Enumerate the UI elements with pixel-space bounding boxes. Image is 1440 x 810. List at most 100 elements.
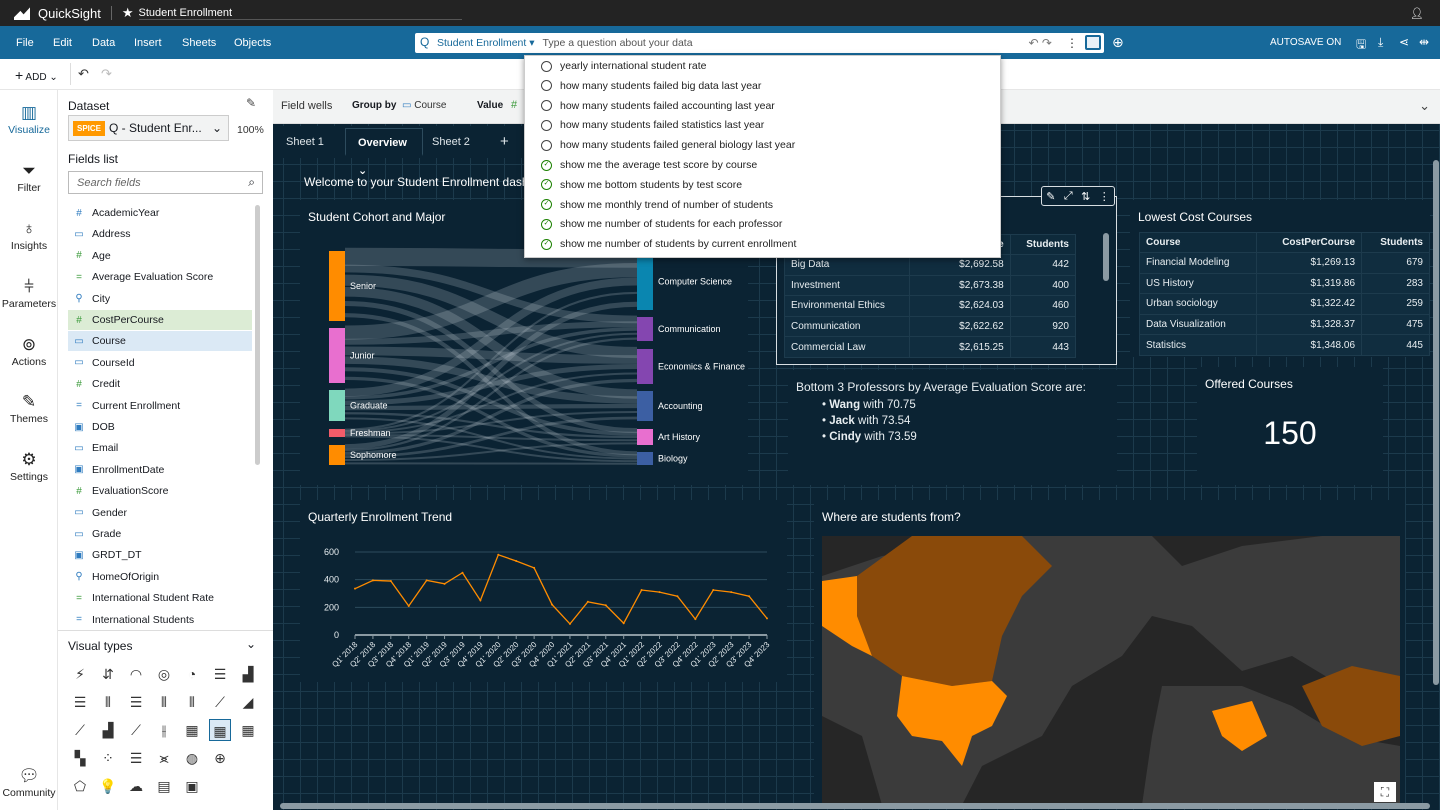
map-visual[interactable]: Where are students from? ⛶	[814, 500, 1405, 805]
field-item[interactable]: ⚲ City	[68, 289, 252, 309]
chevron-down-icon[interactable]: ⌄	[1419, 98, 1430, 113]
radar-visual-icon[interactable]: ◍	[185, 750, 199, 766]
edit-dataset-icon[interactable]: ✎	[246, 96, 257, 110]
field-item[interactable]: ▭ Grade	[68, 524, 252, 544]
professors-narrative[interactable]: Bottom 3 Professors by Average Evaluatio…	[788, 370, 1117, 485]
canvas-scrollbar[interactable]	[1433, 160, 1439, 685]
column-header[interactable]: CostPerCourse	[1256, 232, 1363, 253]
field-item[interactable]: ⚲ HomeOfOrigin	[68, 567, 252, 587]
suggestion-item[interactable]: ✓ show me number of students by current e…	[541, 238, 796, 250]
q-search-bar[interactable]: Q Student Enrollment ▾ Type a question ab…	[415, 33, 1104, 53]
expand-icon[interactable]: ⤢	[1063, 189, 1073, 202]
suggestion-item[interactable]: ✓ show me the average test score by cours…	[541, 159, 757, 171]
q-add-icon[interactable]: ⊕	[1112, 34, 1124, 50]
line3-visual-icon[interactable]: ⟋	[131, 722, 141, 738]
table-row[interactable]: Data Visualization $1,328.37 475	[1138, 313, 1430, 336]
field-wells-label[interactable]: Field wells	[281, 100, 333, 112]
rail-filter[interactable]: ⏷ Filter	[0, 160, 58, 194]
field-item[interactable]: = International Student Rate	[68, 588, 252, 608]
field-item[interactable]: # CostPerCourse	[68, 310, 252, 330]
field-item[interactable]: ▭ Gender	[68, 503, 252, 523]
hbar-visual-icon[interactable]: ☰	[213, 666, 227, 682]
table-visual-icon[interactable]: ▦	[185, 722, 199, 738]
tab-sheet-1[interactable]: Sheet 1	[286, 136, 324, 148]
pct-hbar-visual-icon[interactable]: ☰	[129, 694, 143, 710]
field-item[interactable]: = Average Evaluation Score	[68, 267, 252, 287]
favorite-star-icon[interactable]: ★	[121, 5, 134, 20]
boxplot-visual-icon[interactable]: ⫲	[161, 722, 167, 738]
line-chart-visual[interactable]: Quarterly Enrollment Trend 0 200 400 600 Q1'…	[300, 500, 787, 682]
dataset-selector[interactable]: SPICE Q - Student Enr... ⌄	[68, 115, 229, 141]
field-item[interactable]: # EvaluationScore	[68, 481, 252, 501]
q-more-icon[interactable]: ⋮	[1066, 36, 1078, 50]
menu-objects[interactable]: Objects	[234, 37, 272, 49]
map-focus-icon[interactable]: ⛶	[1374, 782, 1396, 802]
table-row[interactable]: Urban sociology $1,322.42 259	[1138, 293, 1430, 315]
stacked-hbar-visual-icon[interactable]: ☰	[73, 694, 87, 710]
text-visual-icon[interactable]: ▣	[185, 778, 199, 794]
kpi-visual-icon[interactable]: ⬠	[73, 778, 87, 794]
table-row[interactable]: Investment $2,673.38 400	[783, 274, 1077, 297]
pivot-visual-icon[interactable]: ▦	[209, 719, 231, 741]
pct-vbar-visual-icon[interactable]: ⫴	[161, 694, 167, 710]
suggestion-item[interactable]: ✓ show me bottom students by test score	[541, 179, 742, 191]
area-visual-icon[interactable]: ◢	[242, 694, 254, 710]
export-icon[interactable]: ⤓	[1378, 35, 1384, 49]
column-header[interactable]: Students	[1009, 234, 1077, 255]
suggestion-item[interactable]: how many students failed big data last y…	[541, 80, 761, 92]
offered-courses-kpi[interactable]: Offered Courses 150	[1197, 367, 1383, 485]
field-item[interactable]: ▭ CourseId	[68, 353, 252, 373]
rail-actions[interactable]: ⊚ Actions	[0, 334, 58, 368]
suggestion-item[interactable]: how many students failed general biology…	[541, 139, 795, 151]
canvas-h-scrollbar[interactable]	[280, 803, 1430, 809]
analysis-title[interactable]: Student Enrollment	[138, 7, 463, 20]
redo-icon[interactable]: ↷	[101, 66, 112, 81]
tab-overview[interactable]: Overview ⌄	[345, 128, 423, 177]
combo2-visual-icon[interactable]: ▟	[102, 722, 114, 738]
vbar-visual-icon[interactable]: ▟	[242, 666, 254, 682]
column-header[interactable]: Students	[1361, 232, 1430, 253]
q-topic-selector[interactable]: Q Student Enrollment ▾	[420, 35, 535, 49]
user-icon[interactable]: 👤︎	[1410, 7, 1424, 20]
field-item[interactable]: ▣ GRDT_DT	[68, 545, 252, 565]
filled-map[interactable]	[822, 536, 1400, 805]
insight-visual-icon[interactable]: 💡	[99, 778, 117, 794]
rail-insights[interactable]: ♁ Insights	[0, 218, 58, 252]
donut-visual-icon[interactable]: ◎	[157, 666, 171, 682]
menu-data[interactable]: Data	[92, 37, 116, 49]
menu-sheets[interactable]: Sheets	[182, 37, 217, 49]
fields-scrollbar[interactable]	[255, 205, 260, 465]
field-item[interactable]: = International Students	[68, 610, 252, 630]
undo-icon[interactable]: ↶	[78, 66, 89, 81]
field-item[interactable]: = Current Enrollment	[68, 396, 252, 416]
line2-visual-icon[interactable]: ⟋	[75, 722, 85, 738]
lowest-cost-visual[interactable]: Lowest Cost Courses Course CostPerCourse S…	[1130, 200, 1430, 357]
line-visual-icon[interactable]: ⟋	[215, 694, 225, 710]
table-scrollbar[interactable]	[1103, 233, 1109, 281]
tab-sheet-2[interactable]: Sheet 2	[432, 136, 470, 148]
save-icon[interactable]: 🖫︎	[1356, 37, 1367, 51]
suggestion-item[interactable]: how many students failed statistics last…	[541, 119, 764, 131]
group-by-well[interactable]: ▭ Course	[402, 100, 447, 111]
search-fields-input[interactable]: Search fields ⌕	[68, 171, 263, 194]
rail-community[interactable]: 💬︎ Community	[0, 765, 58, 799]
scatter-visual-icon[interactable]: ⁘	[102, 750, 114, 766]
table-row[interactable]: Financial Modeling $1,269.13 679	[1138, 252, 1430, 274]
rail-parameters[interactable]: ⫩ Parameters	[1, 277, 57, 310]
edit-icon[interactable]: ✎	[1046, 190, 1056, 203]
stacked-vbar-visual-icon[interactable]: ⫴	[105, 694, 111, 710]
field-item[interactable]: # Age	[68, 246, 252, 266]
fit-width-icon[interactable]: ⇹	[1419, 35, 1430, 49]
table-row[interactable]: Statistics $1,348.06 445	[1138, 334, 1430, 356]
rail-visualize[interactable]: ▥ Visualize	[0, 102, 58, 136]
suggestion-item[interactable]: how many students failed accounting last…	[541, 100, 775, 112]
table-row[interactable]: US History $1,319.86 283	[1138, 272, 1430, 295]
autosave-status[interactable]: AUTOSAVE ON	[1270, 37, 1342, 48]
table-row[interactable]: Environmental Ethics $2,624.03 460	[783, 295, 1077, 317]
field-item[interactable]: # Credit	[68, 374, 252, 394]
image-visual-icon[interactable]: ▤	[157, 778, 171, 794]
column-header[interactable]: Course	[1138, 232, 1258, 253]
field-item[interactable]: ▣ EnrollmentDate	[68, 460, 252, 480]
field-item[interactable]: ▭ Address	[68, 224, 252, 244]
heatmap-visual-icon[interactable]: ▦	[241, 722, 255, 738]
